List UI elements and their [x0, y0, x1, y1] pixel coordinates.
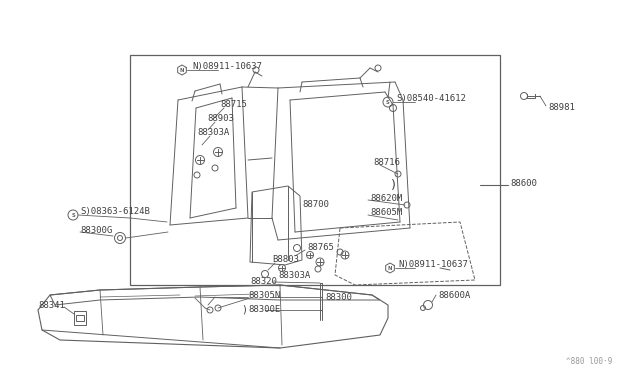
Text: 88620M: 88620M — [370, 193, 403, 202]
Text: 88765: 88765 — [307, 244, 334, 253]
Text: 88303A: 88303A — [197, 128, 229, 137]
Text: 88700: 88700 — [302, 199, 329, 208]
Text: 88715: 88715 — [220, 99, 247, 109]
Text: 88300: 88300 — [325, 292, 352, 301]
Text: ^880 l00·9: ^880 l00·9 — [566, 357, 612, 366]
Text: 88300E: 88300E — [248, 305, 280, 314]
Text: N: N — [180, 67, 184, 73]
Bar — [130, 55, 500, 285]
Text: 88320: 88320 — [250, 278, 277, 286]
Text: N)08911-10637: N)08911-10637 — [192, 61, 262, 71]
Bar — [74, 311, 86, 325]
Text: 88303A: 88303A — [278, 272, 310, 280]
Text: 88600: 88600 — [510, 179, 537, 187]
Text: ): ) — [242, 304, 246, 314]
Text: 88341: 88341 — [38, 301, 65, 310]
Bar — [76, 315, 84, 321]
Text: 88600A: 88600A — [438, 292, 470, 301]
Text: 88903: 88903 — [207, 113, 234, 122]
Text: 88305N: 88305N — [248, 292, 280, 301]
Text: S)08363-6124B: S)08363-6124B — [80, 206, 150, 215]
Text: ): ) — [390, 179, 396, 192]
Text: 88300G: 88300G — [80, 225, 112, 234]
Text: 88716: 88716 — [373, 157, 400, 167]
Text: N: N — [388, 266, 392, 270]
Text: B8803: B8803 — [272, 256, 299, 264]
Text: 88981: 88981 — [548, 103, 575, 112]
Text: S)08540-41612: S)08540-41612 — [396, 93, 466, 103]
Text: 88605M: 88605M — [370, 208, 403, 217]
Text: S: S — [71, 212, 75, 218]
Text: N)08911-10637: N)08911-10637 — [398, 260, 468, 269]
Text: S: S — [386, 99, 390, 105]
